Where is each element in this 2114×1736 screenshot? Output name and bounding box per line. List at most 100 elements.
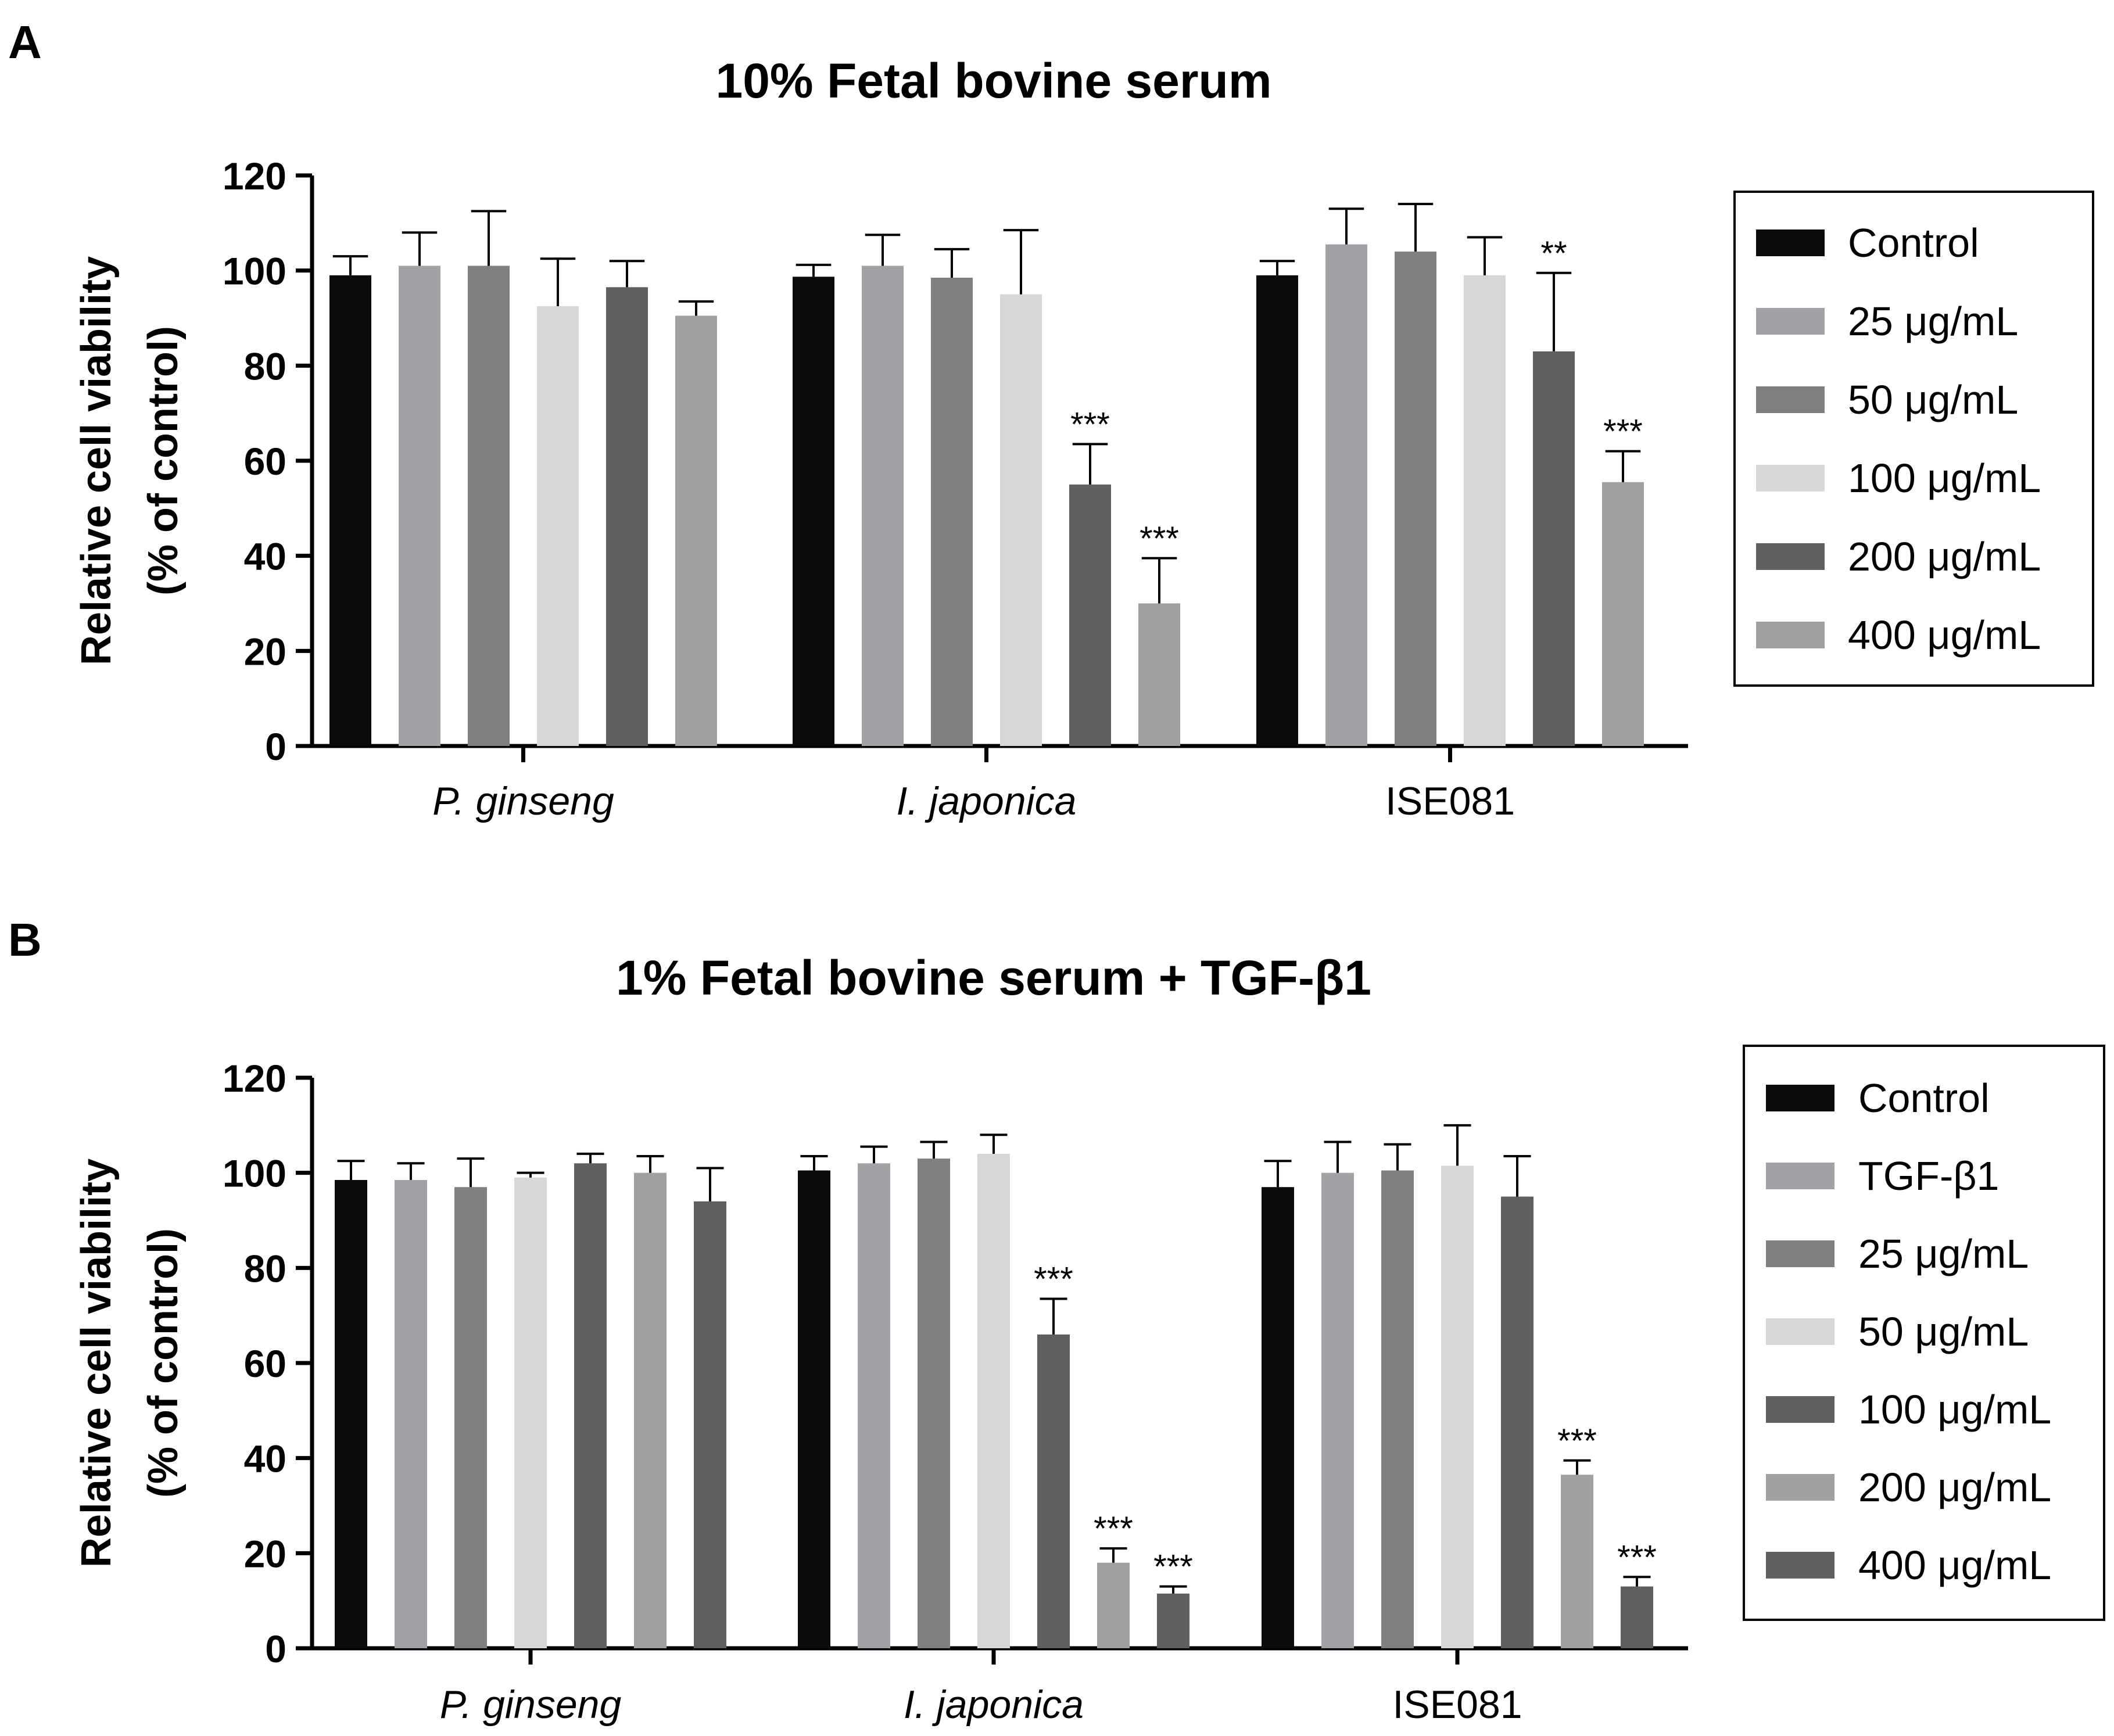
chart-title: 10% Fetal bovine serum — [715, 53, 1271, 108]
bar — [931, 277, 973, 747]
bar — [977, 1153, 1010, 1648]
panel-label: B — [8, 914, 42, 966]
y-tick-label: 0 — [265, 1627, 286, 1670]
legend-swatch — [1766, 1396, 1834, 1423]
legend-box — [1733, 191, 2094, 687]
bar — [1262, 1187, 1294, 1648]
legend-label: 200 μg/mL — [1848, 534, 2041, 579]
legend-label: 400 μg/mL — [1858, 1543, 2051, 1588]
y-tick-label: 60 — [244, 1342, 286, 1385]
legend-label: TGF-β1 — [1858, 1153, 1999, 1199]
bar — [1381, 1170, 1414, 1648]
bar — [1325, 244, 1367, 746]
bar — [1000, 294, 1042, 746]
y-tick-label: 100 — [223, 250, 286, 293]
bar — [399, 266, 440, 746]
legend-label: 50 μg/mL — [1858, 1309, 2029, 1354]
bar — [468, 266, 510, 746]
bar — [1441, 1165, 1474, 1648]
legend-label: 50 μg/mL — [1848, 377, 2018, 422]
significance-marker: *** — [1617, 1538, 1657, 1576]
chart-panel-b: B 1% Fetal bovine serum + TGF-β1 Relative … — [8, 914, 2105, 1727]
y-axis-label-units: (% of control) — [140, 326, 187, 596]
y-axis-label-units: (% of control) — [140, 1228, 187, 1498]
x-tick-label: P. ginseng — [440, 1683, 622, 1727]
bar — [858, 1163, 890, 1648]
bar — [606, 287, 648, 746]
bar — [862, 266, 904, 746]
bar — [1037, 1334, 1070, 1648]
significance-marker: *** — [1557, 1422, 1597, 1460]
legend-label: Control — [1858, 1075, 1990, 1121]
bar — [793, 277, 834, 746]
panel-label: A — [8, 16, 42, 68]
legend-label: Control — [1848, 220, 1979, 266]
y-tick-label: 100 — [223, 1152, 286, 1195]
significance-marker: *** — [1140, 520, 1179, 558]
y-tick-label: 120 — [223, 1057, 286, 1100]
bar — [395, 1179, 427, 1648]
x-tick-label: P. ginseng — [432, 779, 614, 823]
legend-swatch — [1766, 1318, 1834, 1345]
bar — [514, 1177, 547, 1648]
legend-swatch — [1766, 1163, 1834, 1189]
bar — [1533, 351, 1575, 746]
legend-label: 100 μg/mL — [1848, 455, 2041, 501]
bar — [918, 1158, 950, 1648]
legend-label: 25 μg/mL — [1848, 299, 2018, 344]
legend-swatch — [1766, 1085, 1834, 1111]
legend-swatch — [1766, 1474, 1834, 1501]
bar — [1321, 1172, 1354, 1648]
bar — [1561, 1475, 1593, 1648]
y-tick-label: 80 — [244, 345, 286, 388]
x-tick-label: I. japonica — [897, 779, 1077, 823]
y-tick-label: 20 — [244, 1532, 286, 1575]
legend-label: 400 μg/mL — [1848, 612, 2041, 658]
legend-label: 200 μg/mL — [1858, 1465, 2051, 1510]
significance-marker: *** — [1070, 406, 1110, 443]
bar — [1069, 484, 1111, 746]
bar — [1621, 1586, 1653, 1648]
legend-swatch — [1766, 1240, 1834, 1267]
x-tick-label: ISE081 — [1385, 779, 1515, 823]
bar — [574, 1163, 607, 1648]
y-tick-label: 60 — [244, 440, 286, 483]
y-tick-label: 0 — [265, 725, 286, 768]
legend-swatch — [1756, 308, 1825, 335]
bar — [335, 1179, 367, 1648]
bar — [1602, 482, 1644, 746]
x-tick-label: I. japonica — [904, 1683, 1084, 1727]
legend-swatch — [1756, 386, 1825, 413]
legend-swatch — [1756, 465, 1825, 492]
bar — [634, 1172, 667, 1648]
significance-marker: *** — [1603, 413, 1643, 451]
significance-marker: *** — [1094, 1510, 1133, 1548]
chart-title: 1% Fetal bovine serum + TGF-β1 — [616, 951, 1371, 1005]
y-tick-label: 40 — [244, 535, 286, 578]
y-axis-label: Relative cell viability — [73, 256, 120, 665]
legend-box — [1743, 1045, 2105, 1621]
legend-label: 25 μg/mL — [1858, 1231, 2029, 1276]
significance-marker: *** — [1153, 1548, 1193, 1586]
bar — [1501, 1196, 1533, 1648]
bar — [675, 315, 717, 746]
y-tick-label: 80 — [244, 1247, 286, 1290]
y-tick-label: 120 — [223, 155, 286, 198]
bar — [537, 306, 579, 746]
bar — [694, 1201, 726, 1648]
bar — [1157, 1593, 1189, 1648]
bar — [1464, 275, 1506, 747]
bar — [1256, 275, 1298, 747]
significance-marker: *** — [1034, 1261, 1073, 1299]
bar — [1097, 1562, 1130, 1648]
significance-marker: ** — [1540, 235, 1567, 272]
bar — [798, 1170, 830, 1648]
legend-swatch — [1756, 229, 1825, 256]
y-tick-label: 20 — [244, 630, 286, 673]
y-axis-label: Relative cell viability — [73, 1158, 120, 1568]
bar — [1138, 603, 1180, 746]
y-tick-label: 40 — [244, 1437, 286, 1480]
legend-swatch — [1766, 1552, 1834, 1579]
x-tick-label: ISE081 — [1392, 1683, 1522, 1727]
